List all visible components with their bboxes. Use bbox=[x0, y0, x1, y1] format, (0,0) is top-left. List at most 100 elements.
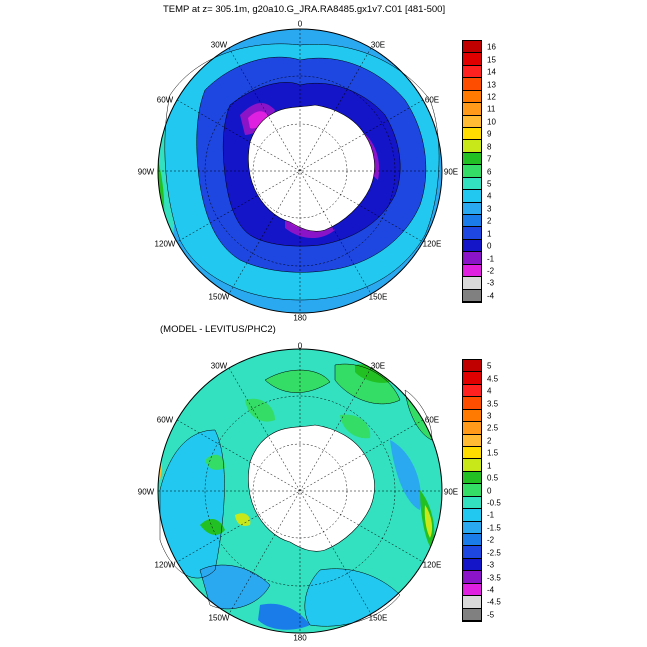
colorbar-label: -1 bbox=[487, 510, 495, 520]
bottom-lon-label: 90E bbox=[443, 487, 459, 497]
top-lon-label: 60E bbox=[424, 95, 440, 105]
bottom-lon-label: 30E bbox=[370, 361, 386, 371]
colorbar-label: -3.5 bbox=[487, 573, 501, 582]
colorbar-swatch bbox=[463, 177, 481, 191]
top-lon-label: 120E bbox=[422, 239, 442, 249]
top-lon-label: 90E bbox=[443, 167, 459, 177]
bottom-lon-label: 150E bbox=[368, 613, 388, 623]
colorbar-label: 1.5 bbox=[487, 448, 499, 458]
top-lon-label: 180 bbox=[293, 313, 307, 323]
colorbar-swatch bbox=[463, 384, 481, 398]
colorbar-label: -3 bbox=[487, 278, 495, 288]
colorbar-label: -2.5 bbox=[487, 548, 501, 558]
colorbar-label: 3 bbox=[487, 204, 492, 214]
colorbar-label: 3 bbox=[487, 411, 492, 421]
colorbar-swatch bbox=[463, 558, 481, 572]
colorbar-label: -1 bbox=[487, 254, 495, 263]
colorbar-swatch bbox=[463, 277, 481, 290]
top-lon-label: 90W bbox=[137, 167, 155, 177]
top-lon-label: 150W bbox=[208, 292, 230, 302]
top-lon-label: 120W bbox=[154, 239, 176, 249]
colorbar-label: 1 bbox=[487, 461, 492, 471]
colorbar-label: 0 bbox=[487, 486, 492, 495]
colorbar-label: 3.5 bbox=[487, 399, 499, 408]
colorbar-swatch bbox=[463, 583, 481, 597]
colorbar-swatch bbox=[463, 264, 481, 278]
top-panel-title: TEMP at z= 305.1m, g20a10.G_JRA.RA8485.g… bbox=[163, 4, 446, 15]
colorbar-swatch bbox=[463, 65, 481, 79]
colorbar-swatch bbox=[463, 90, 481, 104]
colorbar-swatch bbox=[463, 128, 481, 141]
colorbar-swatch bbox=[463, 546, 481, 559]
colorbar-label: -1.5 bbox=[487, 523, 501, 533]
colorbar-label: -2 bbox=[487, 535, 495, 545]
colorbar-swatch bbox=[463, 103, 481, 116]
colorbar-swatch bbox=[463, 372, 481, 385]
colorbar-label: 10 bbox=[487, 117, 496, 127]
colorbar-label: 15 bbox=[487, 55, 496, 65]
colorbar-swatch bbox=[463, 521, 481, 534]
colorbar-label: 6 bbox=[487, 167, 492, 176]
colorbar-label: 13 bbox=[487, 80, 496, 89]
colorbar-label: -0.5 bbox=[487, 498, 501, 508]
top-colorbar bbox=[462, 40, 482, 303]
colorbar-label: -4.5 bbox=[487, 597, 501, 607]
colorbar-swatch bbox=[463, 190, 481, 203]
colorbar-swatch bbox=[463, 409, 481, 423]
colorbar-swatch bbox=[463, 422, 481, 435]
colorbar-label: 8 bbox=[487, 142, 492, 152]
colorbar-label: 4 bbox=[487, 386, 492, 396]
colorbar-label: 4.5 bbox=[487, 374, 499, 384]
top-lon-label: 30E bbox=[370, 40, 386, 50]
colorbar-label: 1 bbox=[487, 229, 492, 239]
colorbar-swatch bbox=[463, 459, 481, 472]
top-lon-label: 30W bbox=[210, 40, 228, 50]
top-polar-map bbox=[157, 28, 443, 314]
colorbar-swatch bbox=[463, 596, 481, 609]
top-lon-label: 60W bbox=[156, 95, 174, 105]
colorbar-label: 16 bbox=[487, 42, 496, 52]
colorbar-swatch bbox=[463, 140, 481, 153]
colorbar-swatch bbox=[463, 509, 481, 522]
colorbar-label: -5 bbox=[487, 610, 495, 620]
colorbar-swatch bbox=[463, 227, 481, 240]
colorbar-label: -2 bbox=[487, 266, 495, 276]
bottom-polar-map bbox=[157, 348, 443, 634]
bottom-lon-label: 60W bbox=[156, 415, 174, 425]
colorbar-swatch bbox=[463, 360, 481, 373]
bottom-lon-label: 0 bbox=[297, 341, 303, 351]
bottom-lon-label: 120E bbox=[422, 560, 442, 570]
bottom-colorbar bbox=[462, 359, 482, 622]
bottom-lon-label: 150W bbox=[208, 613, 230, 623]
colorbar-label: 7 bbox=[487, 154, 492, 164]
colorbar-swatch bbox=[463, 496, 481, 510]
colorbar-swatch bbox=[463, 447, 481, 460]
colorbar-swatch bbox=[463, 165, 481, 178]
bottom-map-panel bbox=[0, 320, 647, 647]
colorbar-label: 5 bbox=[487, 179, 492, 189]
colorbar-swatch bbox=[463, 252, 481, 265]
bottom-panel-title: (MODEL - LEVITUS/PHC2) bbox=[160, 324, 276, 335]
colorbar-label: -4 bbox=[487, 585, 495, 595]
colorbar-swatch bbox=[463, 239, 481, 253]
colorbar-label: -3 bbox=[487, 560, 495, 570]
colorbar-label: 5 bbox=[487, 361, 492, 371]
bottom-lon-label: 90W bbox=[137, 487, 155, 497]
colorbar-swatch bbox=[463, 608, 481, 621]
colorbar-label: 2.5 bbox=[487, 423, 499, 433]
bottom-lon-label: 30W bbox=[210, 361, 228, 371]
top-lon-label: 150E bbox=[368, 292, 388, 302]
bottom-lon-label: 180 bbox=[293, 633, 307, 643]
colorbar-swatch bbox=[463, 534, 481, 547]
colorbar-swatch bbox=[463, 78, 481, 91]
colorbar-swatch bbox=[463, 397, 481, 410]
colorbar-swatch bbox=[463, 434, 481, 447]
bottom-lon-label: 120W bbox=[154, 560, 176, 570]
colorbar-label: 4 bbox=[487, 191, 492, 201]
colorbar-swatch bbox=[463, 53, 481, 66]
colorbar-label: 11 bbox=[487, 104, 496, 114]
colorbar-label: 9 bbox=[487, 129, 492, 139]
colorbar-label: 2 bbox=[487, 216, 492, 226]
colorbar-swatch bbox=[463, 471, 481, 485]
colorbar-label: -4 bbox=[487, 291, 495, 301]
